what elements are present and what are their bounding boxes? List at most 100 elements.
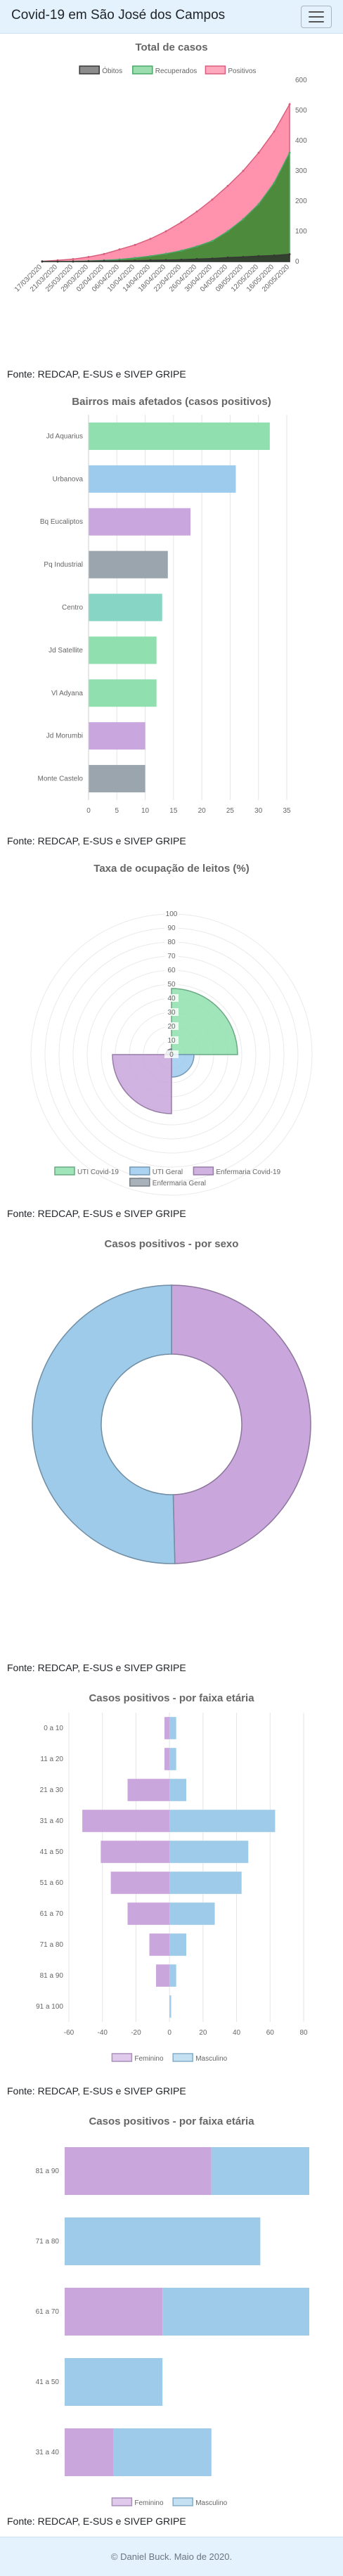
source-text: Fonte: REDCAP, E-SUS e SIVEP GRIPE (7, 835, 186, 846)
bar (89, 550, 168, 579)
chart-cases-by-sex: Casos positivos - por sexoFemininoMascul… (0, 1230, 343, 1652)
y-tick-label: 600 (295, 77, 307, 84)
bar-masculino (162, 2288, 309, 2336)
brand-title[interactable]: Covid-19 em São José dos Campos (11, 8, 226, 22)
x-tick-label: 60 (266, 2029, 275, 2037)
data-point (149, 259, 152, 262)
bar-masculino (113, 2428, 212, 2476)
tick-backdrop (164, 1008, 179, 1016)
category-label: 91 a 100 (36, 2003, 63, 2011)
category-label: Vl Adyana (51, 690, 83, 697)
bar-feminino (127, 1779, 170, 1801)
y-tick-label: 200 (295, 198, 307, 205)
legend-swatch (132, 65, 153, 75)
category-label: Jd Aquarius (46, 432, 83, 440)
r-tick-label: 10 (167, 1037, 176, 1045)
source-text: Fonte: REDCAP, E-SUS e SIVEP GRIPE (7, 2085, 186, 2097)
category-label: 31 a 40 (36, 2449, 60, 2456)
r-tick-label: 100 (166, 910, 178, 918)
bar-feminino (110, 1872, 170, 1894)
legend-swatch (172, 2497, 193, 2506)
legend-label: Masculino (195, 2055, 227, 2063)
legend-swatch (129, 1178, 150, 1187)
category-label: Pq Industrial (44, 561, 83, 569)
chart-neighborhoods: Bairros mais afetados (casos positivos) 0… (0, 388, 343, 835)
data-point (195, 210, 198, 213)
chart-title: Casos positivos - por sexo (105, 1238, 239, 1250)
bar (89, 508, 191, 536)
bar (89, 765, 145, 793)
data-point (180, 250, 183, 252)
bar-masculino (169, 1872, 242, 1894)
tick-backdrop (164, 952, 179, 960)
chart-bed-occupancy: Taxa de ocupação de leitos (%) 0 10 20 30 40 5… (0, 855, 343, 1208)
menu-bar-line (309, 16, 324, 18)
data-point (273, 181, 276, 184)
x-tick-label: -40 (97, 2029, 108, 2037)
chart-title: Total de casos (135, 41, 207, 53)
bar-masculino (169, 1964, 176, 1987)
data-point (242, 218, 245, 221)
x-tick-label: -60 (64, 2029, 75, 2037)
tick-backdrop (164, 994, 179, 1002)
chart-title: Bairros mais afetados (casos positivos) (72, 396, 271, 408)
category-label: Monte Castelo (38, 775, 84, 783)
data-point (118, 248, 121, 251)
bar (89, 593, 162, 622)
data-point (226, 185, 229, 187)
bar (89, 636, 157, 664)
tick-backdrop (164, 910, 179, 917)
polar-slice (171, 1054, 195, 1078)
category-label: 81 a 90 (40, 1972, 64, 1980)
chart-title: Casos positivos - por faixa etária (89, 1692, 254, 1704)
data-point (56, 260, 59, 263)
legend-swatch (111, 2497, 133, 2506)
r-tick-label: 60 (167, 967, 176, 974)
chart-cases-by-age-stacked: Casos positivos - por faixa etária 81 a 9… (0, 2108, 343, 2516)
legend-swatch (129, 1166, 150, 1176)
category-label: 71 a 80 (40, 1941, 64, 1949)
data-point (288, 103, 291, 105)
bar-feminino (65, 2428, 114, 2476)
r-tick-label: 0 (169, 1051, 174, 1059)
data-point (288, 253, 291, 256)
bar-masculino (169, 1779, 186, 1801)
data-point (257, 255, 260, 257)
data-point (257, 151, 260, 154)
footer: © Daniel Buck. Maio de 2020. (0, 2537, 343, 2576)
hamburger-menu-icon[interactable] (301, 6, 332, 28)
area-series-positivos (41, 102, 290, 262)
x-tick-label: 5 (115, 807, 119, 815)
polar-slice (112, 1054, 172, 1114)
tick-backdrop (164, 1050, 179, 1058)
x-tick-label: 20 (199, 2029, 207, 2037)
r-tick-label: 40 (167, 995, 176, 1003)
x-tick-label: 35 (283, 807, 291, 815)
chart-bed-occupancy-svg: Taxa de ocupação de leitos (%) 0 10 20 30 40 5… (30, 863, 313, 1196)
data-point (273, 130, 276, 133)
y-tick-label: 0 (295, 258, 299, 266)
data-point (242, 256, 245, 259)
x-tick-label: -20 (131, 2029, 141, 2037)
bar-feminino (156, 1964, 170, 1987)
legend-swatch (111, 2053, 133, 2062)
legend-label: Recuperados (155, 67, 197, 75)
doughnut-slice (32, 1284, 176, 1564)
bar (89, 465, 236, 493)
category-label: 41 a 50 (36, 2378, 60, 2386)
data-point (211, 198, 214, 201)
tick-backdrop (164, 924, 179, 932)
r-tick-label: 50 (167, 981, 176, 988)
chart-cases-by-sex-svg: Casos positivos - por sexoFemininoMascul… (32, 1238, 311, 1564)
category-label: 11 a 20 (40, 1756, 63, 1763)
menu-bar-line (309, 11, 324, 13)
bar-masculino (169, 1810, 276, 1832)
category-label: 81 a 90 (36, 2168, 60, 2175)
legend-label: UTI Geral (153, 1168, 183, 1176)
source-text: Fonte: REDCAP, E-SUS e SIVEP GRIPE (7, 2516, 186, 2527)
y-tick-label: 300 (295, 167, 307, 175)
category-label: 51 a 60 (40, 1879, 64, 1887)
data-point (72, 260, 75, 263)
category-label: 31 a 40 (40, 1817, 64, 1825)
bar-masculino (169, 1902, 215, 1925)
